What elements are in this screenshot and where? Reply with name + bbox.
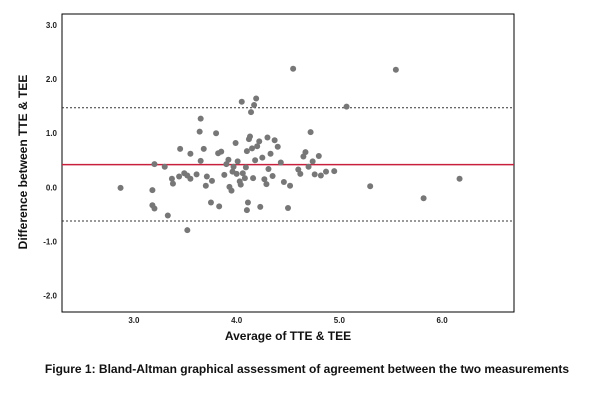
data-point — [151, 161, 158, 168]
x-tick-label: 3.0 — [128, 316, 140, 325]
data-point — [213, 130, 220, 137]
data-point — [315, 152, 322, 159]
data-point — [168, 175, 175, 182]
data-point — [261, 176, 268, 183]
y-tick-label: -1.0 — [43, 238, 57, 247]
data-point — [285, 204, 291, 211]
data-point — [243, 148, 250, 155]
data-point — [302, 149, 309, 156]
data-point — [254, 143, 261, 150]
y-tick-label: 0.0 — [46, 183, 58, 192]
data-point — [203, 173, 210, 180]
data-point — [243, 207, 250, 214]
data-point — [232, 139, 239, 146]
data-point — [197, 157, 204, 164]
data-point — [193, 171, 200, 178]
data-point — [200, 145, 207, 152]
data-point — [216, 203, 223, 210]
data-point — [263, 181, 270, 188]
data-point — [277, 159, 284, 166]
data-point — [343, 103, 350, 110]
data-point — [197, 115, 204, 122]
data-point — [149, 187, 156, 194]
data-point — [252, 157, 259, 164]
x-tick-label: 5.0 — [334, 316, 346, 325]
data-point — [164, 212, 171, 219]
data-point — [208, 177, 215, 184]
data-point — [117, 184, 124, 191]
data-point — [242, 164, 249, 171]
data-point — [290, 65, 297, 72]
data-point — [225, 156, 232, 163]
data-point — [309, 158, 316, 165]
plot-area — [61, 13, 515, 313]
data-point — [169, 180, 176, 187]
data-point — [267, 150, 274, 157]
data-point — [259, 154, 266, 161]
data-point — [274, 143, 281, 150]
data-point — [248, 109, 255, 116]
data-point — [264, 134, 271, 141]
data-point — [250, 175, 257, 182]
data-point — [230, 163, 237, 170]
data-point — [202, 182, 209, 189]
data-point — [241, 175, 248, 182]
data-points — [117, 65, 463, 234]
limit-lines — [62, 107, 514, 222]
data-point — [187, 175, 194, 182]
data-point — [367, 183, 374, 190]
data-point — [271, 137, 278, 144]
x-axis-ticks: 3.0 4.0 5.0 6.0 — [128, 316, 448, 325]
y-tick-label: 2.0 — [46, 75, 58, 84]
data-point — [311, 171, 318, 178]
data-point — [280, 178, 287, 185]
data-point — [228, 187, 235, 194]
data-point — [196, 128, 203, 135]
data-point — [218, 148, 225, 155]
x-tick-label: 6.0 — [437, 316, 449, 325]
data-point — [456, 175, 463, 182]
data-point — [246, 133, 253, 140]
data-point — [238, 98, 245, 105]
bland-altman-chart: 3.0 4.0 5.0 6.0 3.0 2.0 1.0 0.0 -1.0 -2.0 Averag… — [16, 13, 515, 343]
data-point — [265, 165, 272, 172]
data-point — [221, 171, 228, 178]
y-tick-label: 3.0 — [46, 21, 58, 30]
data-point — [307, 129, 314, 136]
data-point — [257, 203, 264, 210]
data-point — [420, 195, 427, 202]
data-point — [177, 145, 184, 152]
data-point — [317, 172, 324, 179]
y-tick-label: 1.0 — [46, 129, 58, 138]
y-axis-title: Difference between TTE & TEE — [16, 75, 30, 250]
data-point — [161, 163, 168, 170]
data-point — [239, 170, 246, 177]
data-point — [187, 150, 194, 157]
data-point — [392, 66, 399, 73]
x-tick-label: 4.0 — [231, 316, 243, 325]
data-point — [305, 163, 312, 170]
y-tick-label: -2.0 — [43, 292, 57, 301]
data-point — [234, 158, 241, 165]
figure-caption: Figure 1: Bland-Altman graphical assessm… — [44, 362, 570, 376]
x-axis-title: Average of TTE & TEE — [225, 329, 351, 343]
data-point — [287, 182, 294, 189]
data-point — [253, 95, 260, 102]
data-point — [269, 173, 276, 180]
data-point — [251, 102, 258, 109]
data-point — [184, 227, 191, 234]
data-point — [244, 199, 251, 206]
data-point — [233, 170, 240, 177]
data-point — [256, 138, 263, 145]
data-point — [323, 168, 330, 175]
data-point — [237, 181, 244, 188]
data-point — [297, 170, 304, 177]
data-point — [331, 168, 338, 175]
data-point — [249, 145, 256, 152]
y-axis-ticks: 3.0 2.0 1.0 0.0 -1.0 -2.0 — [43, 21, 57, 301]
data-point — [176, 173, 183, 180]
data-point — [151, 205, 158, 212]
data-point — [207, 199, 214, 206]
